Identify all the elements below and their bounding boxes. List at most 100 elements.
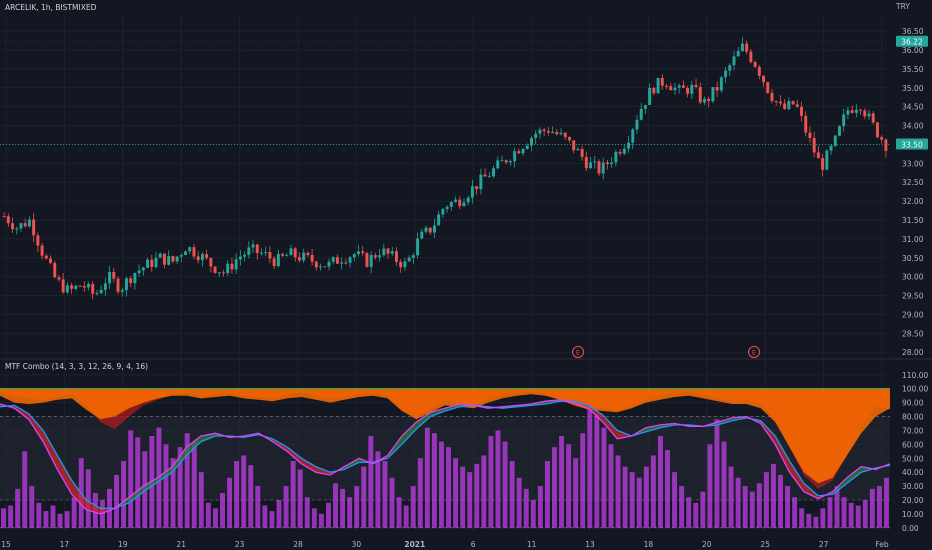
candle-body[interactable] xyxy=(842,114,846,127)
candle-body[interactable] xyxy=(795,104,799,107)
candle-body[interactable] xyxy=(6,216,10,224)
candle-body[interactable] xyxy=(593,161,597,163)
candle-body[interactable] xyxy=(677,85,681,88)
candle-body[interactable] xyxy=(200,254,204,261)
earnings-marker[interactable] xyxy=(748,346,760,358)
candle-body[interactable] xyxy=(749,51,753,62)
candle-body[interactable] xyxy=(150,259,154,267)
candle-body[interactable] xyxy=(297,257,301,261)
candle-body[interactable] xyxy=(112,271,116,279)
candle-body[interactable] xyxy=(673,87,677,91)
candle-body[interactable] xyxy=(627,142,631,149)
candle-body[interactable] xyxy=(310,255,314,262)
candle-body[interactable] xyxy=(348,257,352,263)
candle-body[interactable] xyxy=(838,126,841,136)
candle-body[interactable] xyxy=(466,197,470,203)
candle-body[interactable] xyxy=(487,176,491,178)
candle-body[interactable] xyxy=(369,255,373,267)
candle-body[interactable] xyxy=(681,85,685,88)
candle-body[interactable] xyxy=(306,252,310,256)
candle-body[interactable] xyxy=(863,110,867,117)
candle-body[interactable] xyxy=(188,247,192,252)
candle-body[interactable] xyxy=(432,225,436,233)
candle-body[interactable] xyxy=(525,145,529,149)
candle-body[interactable] xyxy=(816,152,820,159)
candle-body[interactable] xyxy=(344,262,348,264)
candle-body[interactable] xyxy=(331,257,335,262)
candle-body[interactable] xyxy=(175,256,179,262)
candle-body[interactable] xyxy=(694,84,698,88)
candle-body[interactable] xyxy=(40,245,44,256)
candle-body[interactable] xyxy=(846,110,850,115)
candle-body[interactable] xyxy=(572,140,576,151)
candle-body[interactable] xyxy=(171,256,175,262)
candle-body[interactable] xyxy=(462,202,466,207)
candle-body[interactable] xyxy=(812,137,816,153)
candle-body[interactable] xyxy=(162,253,166,265)
candle-body[interactable] xyxy=(449,202,453,207)
candle-body[interactable] xyxy=(719,77,723,91)
candle-body[interactable] xyxy=(631,129,635,143)
candle-body[interactable] xyxy=(475,186,479,190)
candle-body[interactable] xyxy=(124,278,128,291)
candle-body[interactable] xyxy=(546,131,550,133)
candle-body[interactable] xyxy=(2,216,6,218)
candle-body[interactable] xyxy=(542,129,546,132)
candle-body[interactable] xyxy=(70,285,74,289)
candle-body[interactable] xyxy=(479,174,483,190)
candle-body[interactable] xyxy=(53,262,57,278)
candle-body[interactable] xyxy=(407,257,411,262)
candle-body[interactable] xyxy=(179,255,183,257)
candle-body[interactable] xyxy=(762,75,766,83)
candle-body[interactable] xyxy=(259,252,263,254)
candle-body[interactable] xyxy=(340,262,344,264)
candle-body[interactable] xyxy=(656,77,660,94)
candle-body[interactable] xyxy=(567,136,571,141)
candle-body[interactable] xyxy=(416,238,420,256)
candle-body[interactable] xyxy=(420,231,424,239)
candle-body[interactable] xyxy=(32,219,36,236)
candle-body[interactable] xyxy=(753,61,757,67)
earnings-marker[interactable] xyxy=(572,346,584,358)
candle-body[interactable] xyxy=(698,87,702,103)
candle-body[interactable] xyxy=(808,132,812,138)
candle-body[interactable] xyxy=(137,270,141,274)
candle-body[interactable] xyxy=(65,285,69,293)
candle-body[interactable] xyxy=(555,132,559,135)
candle-body[interactable] xyxy=(530,138,533,146)
candle-body[interactable] xyxy=(770,92,774,101)
candle-body[interactable] xyxy=(87,283,90,288)
candle-body[interactable] xyxy=(601,162,605,174)
candle-body[interactable] xyxy=(268,251,272,259)
candle-body[interactable] xyxy=(470,186,474,198)
candle-body[interactable] xyxy=(154,257,158,267)
candle-body[interactable] xyxy=(639,108,643,120)
candle-body[interactable] xyxy=(833,135,837,146)
candle-body[interactable] xyxy=(454,199,458,203)
candle-body[interactable] xyxy=(757,66,761,76)
candle-body[interactable] xyxy=(597,161,601,174)
candle-body[interactable] xyxy=(859,109,863,111)
candle-body[interactable] xyxy=(711,86,715,102)
candle-body[interactable] xyxy=(234,259,238,270)
candle-body[interactable] xyxy=(196,256,200,261)
candle-body[interactable] xyxy=(445,206,449,210)
candle-body[interactable] xyxy=(11,223,15,230)
candle-body[interactable] xyxy=(23,223,27,227)
candle-body[interactable] xyxy=(192,247,196,257)
candle-body[interactable] xyxy=(778,101,782,104)
candle-body[interactable] xyxy=(352,254,356,258)
candle-body[interactable] xyxy=(660,77,664,86)
candle-body[interactable] xyxy=(702,98,706,103)
candle-body[interactable] xyxy=(27,219,31,227)
candle-body[interactable] xyxy=(289,248,293,256)
candle-body[interactable] xyxy=(783,103,787,109)
candle-body[interactable] xyxy=(230,263,234,270)
candle-body[interactable] xyxy=(643,104,647,109)
candle-body[interactable] xyxy=(108,271,112,284)
candle-body[interactable] xyxy=(323,266,327,268)
candle-body[interactable] xyxy=(787,101,791,109)
candle-body[interactable] xyxy=(483,174,487,177)
candle-body[interactable] xyxy=(82,285,86,288)
candle-body[interactable] xyxy=(226,263,230,274)
